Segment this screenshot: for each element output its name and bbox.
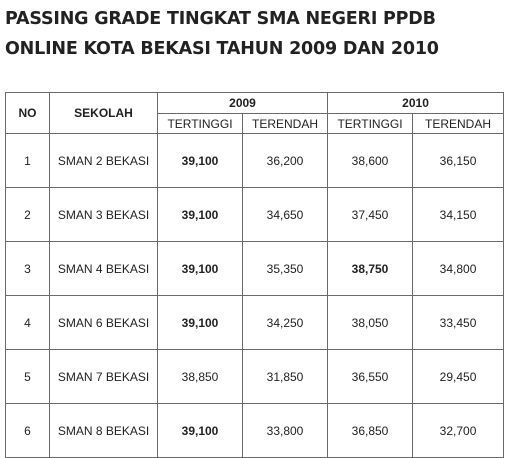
cell-tertinggi-2010: 36,850 xyxy=(327,403,414,458)
header-tertinggi-2009: TERTINGGI xyxy=(157,113,243,134)
cell-tertinggi-2009: 39,100 xyxy=(157,295,243,350)
header-terendah-2009: TERENDAH xyxy=(241,113,329,134)
cell-terendah-2009: 34,650 xyxy=(241,187,329,242)
passing-grade-table: NO SEKOLAH 2009 2010 TERTINGGI TERENDAH … xyxy=(5,92,505,458)
cell-sekolah: SMAN 7 BEKASI xyxy=(49,349,158,404)
cell-no: 6 xyxy=(5,403,50,458)
cell-tertinggi-2010: 38,750 xyxy=(327,241,414,296)
cell-terendah-2009: 31,850 xyxy=(241,349,329,404)
cell-no: 1 xyxy=(5,133,50,188)
cell-no: 5 xyxy=(5,349,50,404)
cell-sekolah: SMAN 8 BEKASI xyxy=(49,403,158,458)
table-row: 2 SMAN 3 BEKASI 39,100 34,650 37,450 34,… xyxy=(5,187,505,242)
cell-tertinggi-2009: 39,100 xyxy=(157,133,243,188)
cell-no: 3 xyxy=(5,241,50,296)
cell-sekolah: SMAN 6 BEKASI xyxy=(49,295,158,350)
page-title-line-1: PASSING GRADE TINGKAT SMA NEGERI PPDB xyxy=(5,9,436,29)
cell-tertinggi-2010: 37,450 xyxy=(327,187,414,242)
cell-tertinggi-2009: 39,100 xyxy=(157,403,243,458)
page-title-line-2: ONLINE KOTA BEKASI TAHUN 2009 DAN 2010 xyxy=(5,39,439,59)
header-year-2010: 2010 xyxy=(327,92,505,114)
cell-terendah-2010: 32,700 xyxy=(412,403,505,458)
header-year-2009: 2009 xyxy=(156,92,329,114)
table-row: 5 SMAN 7 BEKASI 38,850 31,850 36,550 29,… xyxy=(5,349,505,404)
header-sekolah: SEKOLAH xyxy=(49,92,158,134)
cell-tertinggi-2010: 36,550 xyxy=(327,349,414,404)
cell-sekolah: SMAN 2 BEKASI xyxy=(49,133,158,188)
header-terendah-2010: TERENDAH xyxy=(412,113,505,134)
cell-terendah-2010: 33,450 xyxy=(412,295,505,350)
cell-sekolah: SMAN 3 BEKASI xyxy=(49,187,158,242)
page-title: PASSING GRADE TINGKAT SMA NEGERI PPDB ON… xyxy=(5,4,505,64)
cell-terendah-2009: 36,200 xyxy=(241,133,329,188)
cell-tertinggi-2009: 39,100 xyxy=(157,187,243,242)
cell-tertinggi-2009: 39,100 xyxy=(157,241,243,296)
cell-terendah-2010: 36,150 xyxy=(412,133,505,188)
cell-no: 2 xyxy=(5,187,50,242)
table-row: 6 SMAN 8 BEKASI 39,100 33,800 36,850 32,… xyxy=(5,403,505,458)
header-no: NO xyxy=(5,92,50,134)
cell-sekolah: SMAN 4 BEKASI xyxy=(49,241,158,296)
header-tertinggi-2010: TERTINGGI xyxy=(327,113,414,134)
cell-terendah-2009: 35,350 xyxy=(241,241,329,296)
table-row: 1 SMAN 2 BEKASI 39,100 36,200 38,600 36,… xyxy=(5,133,505,188)
cell-terendah-2010: 34,800 xyxy=(412,241,505,296)
cell-terendah-2009: 34,250 xyxy=(241,295,329,350)
cell-tertinggi-2010: 38,050 xyxy=(327,295,414,350)
table-row: 4 SMAN 6 BEKASI 39,100 34,250 38,050 33,… xyxy=(5,295,505,350)
cell-tertinggi-2010: 38,600 xyxy=(327,133,414,188)
table-row: 3 SMAN 4 BEKASI 39,100 35,350 38,750 34,… xyxy=(5,241,505,296)
cell-terendah-2010: 34,150 xyxy=(412,187,505,242)
cell-terendah-2009: 33,800 xyxy=(241,403,329,458)
cell-terendah-2010: 29,450 xyxy=(412,349,505,404)
cell-no: 4 xyxy=(5,295,50,350)
table-header-row: NO SEKOLAH 2009 2010 xyxy=(5,92,505,134)
cell-tertinggi-2009: 38,850 xyxy=(157,349,243,404)
